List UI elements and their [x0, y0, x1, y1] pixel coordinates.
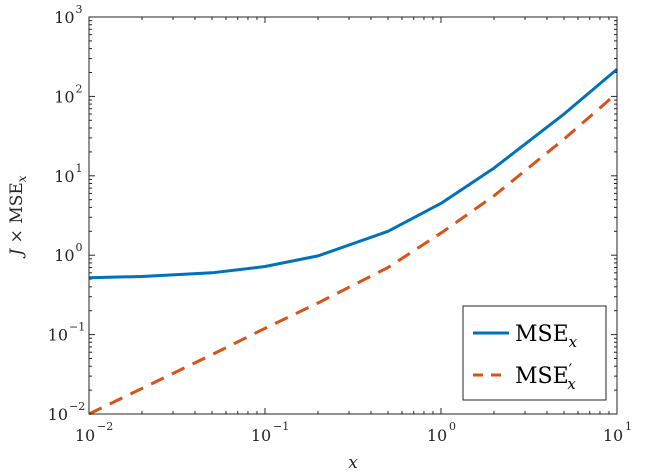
y-tick-label: 10 0: [54, 241, 82, 265]
y-axis-label: J × MSEx: [7, 175, 29, 258]
legend-label-2: MSE′ x: [515, 360, 576, 393]
svg-text:J × MSEx: J × MSEx: [7, 175, 29, 258]
y-tick-label: 10 2: [54, 82, 82, 106]
svg-text:10: 10: [54, 246, 74, 265]
y-tick-label: 10 −1: [48, 321, 86, 345]
x-tick-label: 10 −1: [251, 420, 289, 445]
svg-text:−2: −2: [97, 420, 113, 433]
svg-text:0: 0: [76, 241, 83, 254]
x-tick-label: 10 −2: [75, 420, 113, 445]
series-line-2: [88, 91, 618, 416]
y-tick-label: 10 1: [54, 162, 82, 186]
svg-text:1: 1: [625, 420, 632, 433]
svg-text:10: 10: [251, 426, 271, 445]
svg-text:1: 1: [76, 162, 83, 175]
svg-text:3: 3: [76, 3, 83, 16]
x-axis-label: x: [348, 453, 358, 473]
svg-text:10: 10: [48, 405, 68, 424]
plot-frame: [88, 16, 618, 415]
svg-text:10: 10: [54, 167, 74, 186]
legend: MSEx MSE′ x: [462, 305, 607, 401]
legend-label-1: MSEx: [515, 322, 578, 351]
series-layer: [88, 68, 618, 416]
svg-text:10: 10: [427, 426, 447, 445]
svg-text:−1: −1: [273, 420, 289, 433]
legend-box: [462, 305, 607, 401]
svg-text:−2: −2: [69, 400, 85, 413]
labels-layer: 10 −2 10 −1 10 0 10 110 −210 −110 010 110 210 3xJ × M…: [7, 3, 632, 473]
x-tick-label: 10 1: [603, 420, 632, 445]
svg-text:−1: −1: [69, 321, 85, 334]
svg-text:10: 10: [603, 426, 623, 445]
svg-text:10: 10: [54, 8, 74, 27]
y-tick-label: 10 −2: [48, 400, 86, 424]
x-tick-label: 10 0: [427, 420, 456, 445]
svg-text:10: 10: [54, 87, 74, 106]
svg-text:2: 2: [76, 82, 83, 95]
svg-text:10: 10: [75, 426, 95, 445]
svg-text:10: 10: [48, 326, 68, 345]
y-tick-label: 10 3: [54, 3, 82, 27]
series-line-1: [88, 68, 618, 280]
svg-text:0: 0: [449, 420, 456, 433]
